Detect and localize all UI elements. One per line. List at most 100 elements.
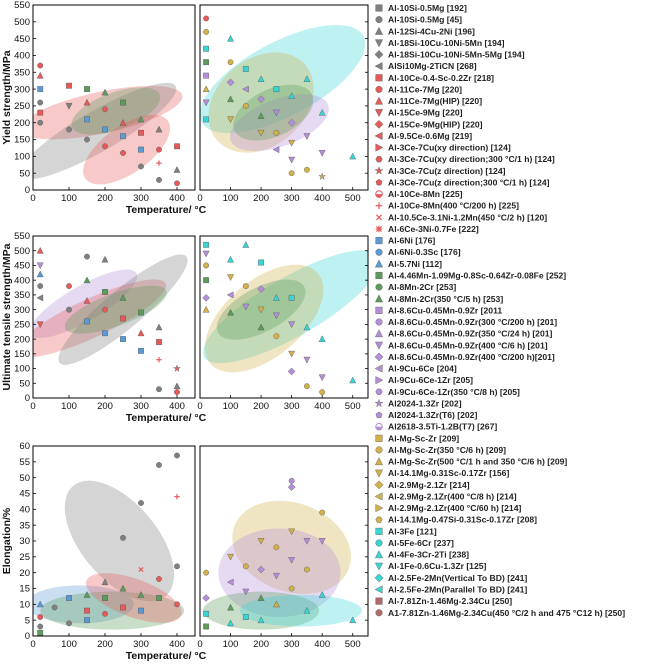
legend-marker: [375, 376, 384, 385]
point-elong-52: [303, 606, 311, 614]
point-yield-0: [37, 62, 44, 69]
point-yield-48: [257, 75, 265, 82]
legend-label: Al-8Mn-2Cr [253]: [388, 282, 456, 292]
xtick-label-yield: 400: [169, 193, 185, 204]
legend-item: Al-14.1Mg-0.31Sc-0.17Zr [156]: [374, 468, 509, 478]
ytick-label-elong: 55: [19, 457, 30, 468]
legend-label: Al-Mg-Sc-Zr(350 °C/6 h) [209]: [388, 445, 506, 455]
xlabel-elong: Temperature/ °C: [126, 650, 207, 662]
legend-marker: [374, 96, 384, 105]
legend-marker: [374, 341, 384, 350]
point-elong-39: [257, 565, 265, 574]
xtick-label-yield: 300: [133, 193, 149, 204]
point-elong-40: [257, 594, 265, 601]
legend-marker: [375, 422, 383, 431]
legend-label: Al-10Ce-8Mn(400 °C/200 h) [225]: [388, 201, 519, 211]
legend-label: Al-10Si-0.5Mg [192]: [388, 3, 467, 13]
legend-marker: [375, 527, 383, 535]
legend-marker: [375, 597, 383, 605]
point-uts-54: [303, 356, 311, 364]
point-elong-47: [288, 528, 296, 536]
legend-marker: [374, 562, 384, 571]
point-uts-44: [257, 306, 265, 314]
point-elong-17: [138, 566, 144, 573]
point-uts-42: [258, 259, 264, 266]
region-elong-2: [40, 591, 185, 630]
legend-item: Al-10.5Ce-3.1Ni-1.2Mn(450 °C/2 h) [120]: [376, 212, 547, 222]
legend-item: Al-2.9Mg-2.1Zr [214]: [374, 480, 470, 490]
legend-item: Al-8.6Cu-0.45Mn-0.9Zr(400 °C/200 h)[201]: [374, 352, 555, 362]
point-elong-28: [202, 594, 210, 602]
ytick-label-elong: 40: [19, 505, 30, 516]
point-uts-49: [288, 294, 295, 301]
legend-item: Al-10Ce-0.4-Sc-0.2Zr [218]: [375, 73, 494, 83]
point-uts-21: [138, 347, 144, 354]
legend-marker: [374, 259, 384, 268]
legend-item: AlSi10Mg-2TiCN [268]: [374, 61, 477, 71]
legend-label: Al-9.5Ce-0.6Mg [219]: [388, 131, 472, 141]
point-yield-55: [272, 146, 280, 154]
legend-item: Al-8.6Cu-0.45Mn-0.9Zr(400 °C/6 h) [201]: [374, 340, 548, 350]
legend-label: Al-8.6Cu-0.45Mn-0.9Zr(400 °C/200 h)[201]: [388, 352, 555, 362]
legend-item: Al-6Ni-0.3Sc [176]: [375, 247, 461, 257]
region-elong-6: [203, 591, 320, 630]
point-elong-37: [242, 614, 249, 620]
legend-marker: [374, 109, 384, 118]
point-yield-28: [156, 177, 162, 183]
legend-marker: [374, 573, 384, 583]
xtick-label-elong: 0: [197, 639, 202, 650]
legend-label: Al-3Ce-7Cu(z direction;300 °C/1 h) [124]: [388, 177, 550, 187]
point-uts-18: [120, 336, 126, 342]
xlabel-yield: Temperature/ °C: [126, 204, 207, 216]
point-yield-38: [202, 99, 210, 107]
legend-item: Al-18Si-10Cu-10Ni-5Mn [194]: [374, 38, 505, 48]
legend-item: Al-5Fe-6Cr [237]: [375, 538, 454, 548]
point-uts-20: [137, 329, 145, 337]
point-uts-11: [84, 318, 90, 325]
legend-marker: [375, 237, 383, 245]
ytick-label-elong: 20: [19, 568, 30, 579]
legend-item: Al-10Ce-8Mn(400 °C/200 h) [225]: [375, 201, 519, 211]
legend-item: Al-9.5Ce-0.6Mg [219]: [374, 131, 472, 141]
point-yield-62: [303, 133, 311, 140]
point-uts-24: [156, 357, 162, 363]
ytick-label-yield: 400: [14, 51, 30, 62]
point-elong-14: [119, 584, 127, 592]
legend-marker: [375, 306, 383, 314]
region-uts-4: [203, 250, 368, 364]
legend-label: Al-4Fe-3Cr-2Ti [238]: [388, 550, 469, 560]
points-elong: [36, 452, 357, 636]
point-elong-30: [203, 623, 210, 630]
point-uts-6: [66, 283, 72, 289]
region-elong-7: [239, 594, 362, 627]
ytick-label-uts: 200: [14, 334, 30, 345]
legend-item: Al-10Ce-8Mn [225]: [375, 189, 463, 199]
point-elong-21: [156, 576, 162, 582]
point-yield-49: [257, 95, 265, 103]
xtick-label-yield: 400: [314, 193, 330, 204]
point-yield-18: [119, 118, 127, 126]
point-yield-31: [174, 180, 180, 187]
point-uts-8: [84, 253, 90, 260]
ytick-label-uts: 400: [14, 275, 30, 286]
xtick-label-elong: 100: [61, 639, 77, 650]
legend-item: Al-Mg-Sc-Zr [209]: [375, 433, 459, 443]
point-yield-30: [173, 166, 181, 173]
legend-label: Al-18Si-10Cu-10Ni-5Mn-5Mg [194]: [388, 50, 525, 60]
point-uts-23: [156, 339, 162, 345]
point-elong-19: [138, 607, 144, 614]
ytick-label-uts: 50: [19, 378, 30, 389]
point-yield-19: [120, 133, 126, 140]
point-uts-7: [66, 306, 72, 313]
legend-item: Al-1Fe-0.6Cu-1.3Zr [125]: [374, 561, 487, 571]
legend-marker: [375, 318, 383, 326]
legend-label: Al-1Fe-0.6Cu-1.3Zr [125]: [388, 561, 487, 571]
legend-marker: [375, 411, 383, 418]
legend-label: Al-5.7Ni [112]: [388, 259, 442, 269]
point-uts-28: [174, 389, 180, 396]
xtick-label-yield: 200: [253, 193, 269, 204]
region-elong-3: [85, 573, 182, 623]
point-uts-12: [101, 255, 109, 263]
ytick-label-uts: 250: [14, 320, 30, 331]
